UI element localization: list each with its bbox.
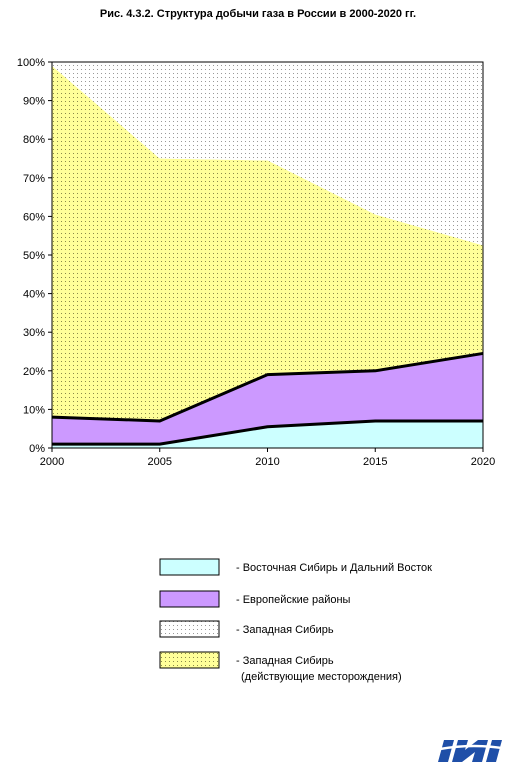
y-tick-label: 60%	[23, 211, 45, 223]
legend-swatch	[159, 620, 220, 638]
x-tick-label: 2000	[40, 456, 64, 468]
ini-logo-icon	[438, 740, 509, 762]
series-area-2	[52, 65, 483, 421]
axes: 0% 10% 20% 30% 40% 50% 60% 70% 80% 90% 100% 2000 200…	[17, 57, 495, 468]
legend: - Восточная Сибирь и Дальний Восток - Евр…	[159, 558, 432, 683]
y-tick-label: 20%	[23, 366, 45, 378]
x-tick-label: 2005	[148, 456, 172, 468]
series-boundary-0	[52, 419, 483, 446]
legend-swatch	[159, 651, 220, 669]
legend-label: - Восточная Сибирь и Дальний Восток	[236, 562, 432, 574]
series-area-3	[52, 62, 483, 246]
x-tick-label: 2015	[363, 456, 387, 468]
y-tick-label: 40%	[23, 289, 45, 301]
chart-title: Рис. 4.3.2. Структура добычи газа в Росс…	[99, 8, 417, 20]
legend-label-line2: (действующие месторождения)	[241, 671, 402, 683]
plot-area	[51, 62, 484, 448]
y-tick-label: 80%	[23, 134, 45, 146]
y-tick-label: 0%	[29, 443, 45, 455]
legend-swatch	[159, 558, 220, 576]
y-tick-label: 50%	[23, 250, 45, 262]
y-tick-label: 100%	[17, 57, 45, 69]
x-tick-label: 2020	[471, 456, 495, 468]
legend-label: - Западная Сибирь	[236, 624, 334, 636]
series-boundary-1	[51, 351, 484, 423]
y-tick-label: 10%	[23, 404, 45, 416]
legend-label: - Западная Сибирь	[236, 655, 334, 667]
legend-swatch	[159, 590, 220, 608]
x-tick-label: 2010	[255, 456, 279, 468]
y-tick-label: 70%	[23, 173, 45, 185]
y-tick-label: 90%	[23, 96, 45, 108]
legend-label: - Европейские районы	[236, 594, 351, 606]
y-tick-label: 30%	[23, 327, 45, 339]
series-area-0	[52, 420, 483, 448]
